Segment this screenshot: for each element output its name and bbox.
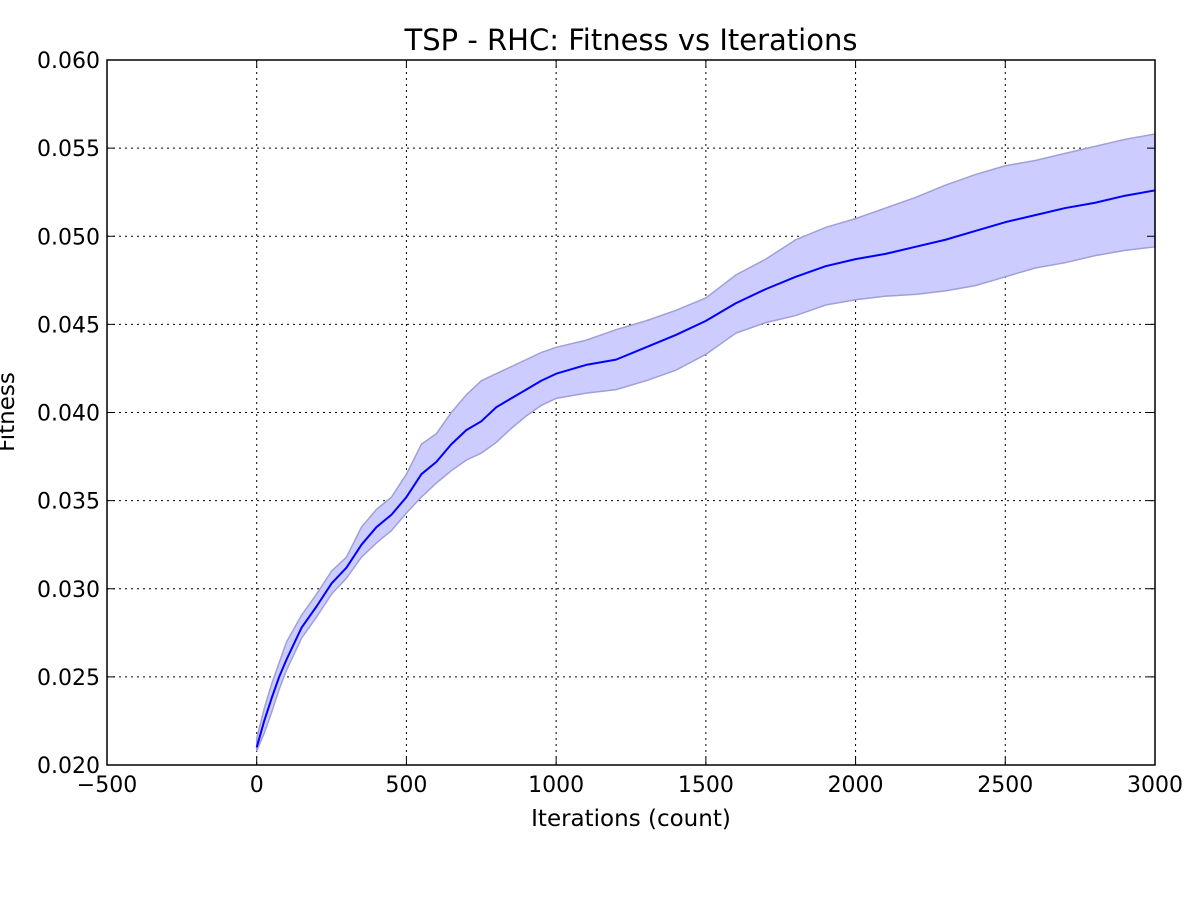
- x-tick-label: 1000: [528, 773, 584, 798]
- x-tick-label: 2500: [977, 773, 1033, 798]
- mean-fitness-line: [255, 189, 1156, 748]
- y-tick-label: 0.035: [37, 490, 100, 515]
- y-axis-label: Fitness: [0, 372, 20, 452]
- y-tick-label: 0.055: [37, 137, 100, 162]
- mean-line-layer: [255, 189, 1156, 748]
- x-tick-label: −500: [77, 773, 137, 798]
- x-axis-label: Iterations (count): [531, 806, 731, 832]
- x-tick-label: 500: [385, 773, 427, 798]
- y-tick-label: 0.030: [37, 578, 100, 603]
- chart-title: TSP - RHC: Fitness vs Iterations: [404, 23, 858, 57]
- x-tick-label: 3000: [1127, 773, 1183, 798]
- y-tick-label: 0.060: [37, 49, 100, 74]
- x-tick-label: 0: [250, 773, 264, 798]
- y-tick-label: 0.045: [37, 313, 100, 338]
- y-tick-label: 0.050: [37, 225, 100, 250]
- y-tick-label: 0.040: [37, 402, 100, 427]
- x-tick-label: 2000: [828, 773, 884, 798]
- y-tick-label: 0.020: [37, 754, 100, 779]
- axis-ticks: −500 0 500 1000 1500 2000 2500 3000 0.020 0.025 0.…: [37, 49, 1183, 798]
- x-tick-label: 1500: [678, 773, 734, 798]
- y-tick-label: 0.025: [37, 666, 100, 691]
